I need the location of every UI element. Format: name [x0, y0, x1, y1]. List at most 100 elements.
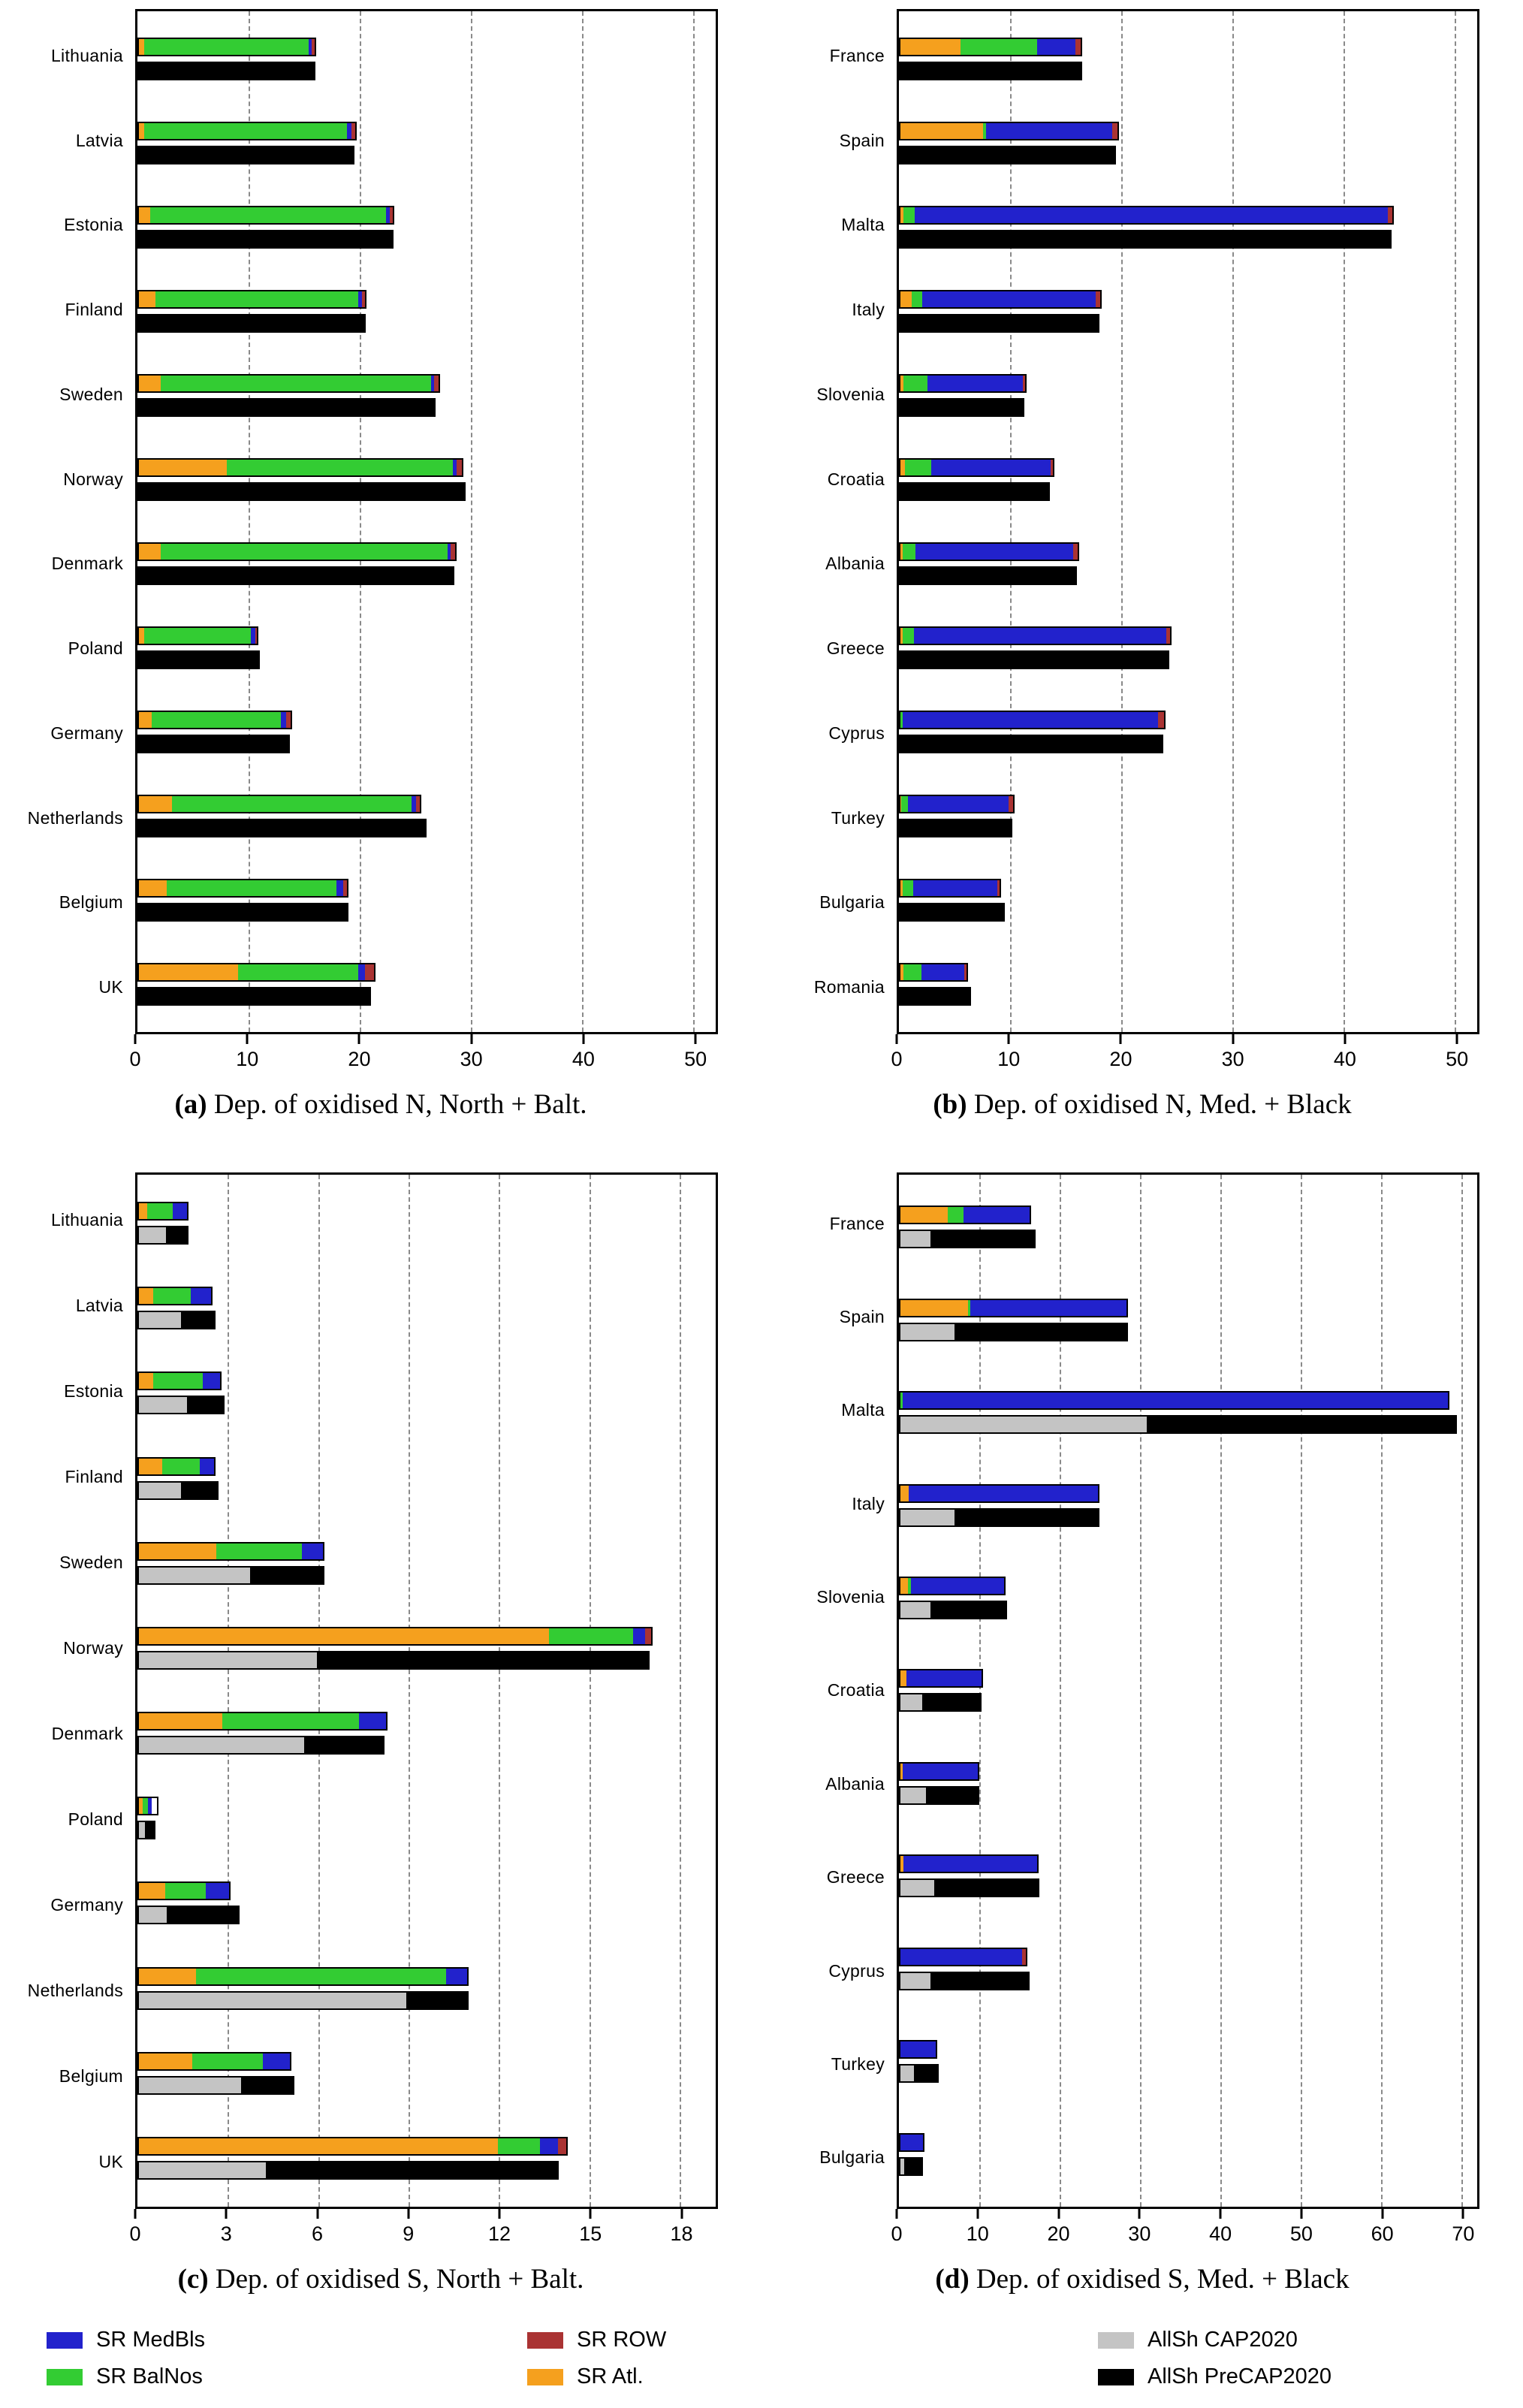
- bar-segment-row: [286, 711, 291, 728]
- legend-swatch-row: [527, 2331, 563, 2349]
- country-label: Netherlands: [27, 807, 123, 828]
- bar-segment-balnos: [142, 1798, 149, 1815]
- axis-tick-label: 40: [1209, 2222, 1232, 2245]
- bar-segment-balnos: [902, 627, 914, 644]
- allsh-precap2020-bar: [899, 650, 1169, 669]
- plot-area-d: [897, 1172, 1479, 2209]
- allsh-cap2020-bar: [900, 1323, 956, 1340]
- country-label: Germany: [50, 1894, 123, 1915]
- country-bar-row: [137, 186, 716, 270]
- axis-tick: [1344, 1034, 1347, 1044]
- country-label: Spain: [839, 1307, 885, 1327]
- bar-segment-row: [1073, 543, 1078, 560]
- bar-segment-atl: [139, 1883, 165, 1900]
- bar-segment-row: [1023, 376, 1026, 392]
- country-bar-row: [137, 1776, 716, 1860]
- country-bar-row: [899, 1181, 1477, 1273]
- allsh-precap2020-bar: [899, 1971, 1030, 1990]
- axis-tick: [1300, 2209, 1303, 2219]
- bar-segment-row: [644, 1628, 651, 1644]
- allsh-precap2020-bar: [137, 1226, 189, 1245]
- stacked-source-bar: [137, 1287, 213, 1306]
- bar-segment-row: [1095, 291, 1100, 308]
- stacked-source-bar: [899, 1577, 1006, 1596]
- axis-tick: [134, 2209, 137, 2219]
- bar-segment-row: [1009, 795, 1013, 812]
- axis-tick-label: 70: [1452, 2222, 1475, 2245]
- bar-segment-balnos: [222, 1713, 360, 1730]
- country-label: Finland: [65, 1466, 123, 1486]
- country-bar-row: [899, 522, 1477, 606]
- stacked-source-bar: [899, 1761, 979, 1781]
- stacked-source-bar: [137, 38, 317, 57]
- stacked-source-bar: [137, 626, 259, 645]
- stacked-source-bar: [899, 1947, 1028, 1966]
- axis-tick: [1119, 1034, 1122, 1044]
- country-bar-row: [899, 1737, 1477, 1830]
- allsh-precap2020-bar: [899, 1322, 1128, 1341]
- bar-segment-balnos: [149, 207, 387, 224]
- bar-segment-balnos: [902, 543, 916, 560]
- bar-segment-balnos: [164, 1883, 207, 1900]
- plot-area-c: [135, 1172, 718, 2209]
- stacked-source-bar: [899, 710, 1166, 729]
- axis-tick-label: 15: [579, 2222, 602, 2245]
- allsh-precap2020-bar: [137, 398, 436, 418]
- panel-d: France Spain Malta Italy Slovenia Croatia Alba…: [762, 1172, 1523, 2302]
- bar-segment-atl: [139, 1713, 222, 1730]
- country-bar-row: [899, 858, 1477, 942]
- bar-segment-medbls: [906, 1670, 982, 1687]
- allsh-precap2020-bar: [137, 314, 366, 333]
- allsh-precap2020-bar: [899, 986, 972, 1006]
- country-bar-row: [137, 1860, 716, 1945]
- bar-segment-balnos: [144, 627, 251, 644]
- allsh-precap2020-bar: [137, 986, 371, 1006]
- bar-segment-row: [1388, 207, 1392, 224]
- gridline: [471, 11, 473, 1032]
- bar-segment-medbls: [922, 291, 1096, 308]
- stacked-source-bar: [899, 1854, 1039, 1874]
- country-bar-row: [899, 1459, 1477, 1551]
- bar-segment-medbls: [250, 627, 255, 644]
- gridline: [979, 1175, 981, 2207]
- axis-tick: [680, 2209, 683, 2219]
- bar-segment-medbls: [908, 1485, 1099, 1501]
- caption-letter: (d): [935, 2264, 970, 2295]
- caption-text: Dep. of oxidised N, Med. + Black: [973, 1089, 1352, 1120]
- legend-label: AllSh CAP2020: [1148, 2328, 1298, 2352]
- allsh-precap2020-bar: [899, 2156, 924, 2176]
- allsh-precap2020-bar: [899, 566, 1077, 585]
- stacked-source-bar: [137, 458, 463, 478]
- country-label: Greece: [826, 1867, 885, 1887]
- allsh-cap2020-bar: [139, 1822, 147, 1839]
- allsh-cap2020-bar: [900, 2158, 906, 2174]
- bar-segment-medbls: [206, 1883, 230, 1900]
- bar-segment-medbls: [970, 1299, 1126, 1316]
- country-label: Sweden: [59, 384, 123, 404]
- axis-tick-label: 9: [403, 2222, 415, 2245]
- bar-segment-medbls: [927, 376, 1024, 392]
- stacked-source-bar: [899, 374, 1027, 394]
- country-label: UK: [98, 977, 123, 997]
- bar-segment-medbls: [308, 39, 312, 56]
- stacked-source-bar: [899, 962, 968, 982]
- country-bar-row: [899, 942, 1477, 1026]
- bar-segment-row: [416, 795, 420, 812]
- country-label: Spain: [839, 130, 885, 150]
- axis-tick: [498, 2209, 501, 2219]
- legend-swatch-medbls: [47, 2331, 83, 2349]
- stacked-source-bar: [137, 290, 367, 309]
- country-bar-row: [137, 1436, 716, 1521]
- bar-segment-medbls: [903, 1393, 1448, 1409]
- bar-segment-atl: [139, 207, 150, 224]
- country-bar-row: [137, 17, 716, 101]
- allsh-cap2020-bar: [139, 1482, 182, 1498]
- axis-tick-label: 12: [487, 2222, 511, 2245]
- country-bar-row: [137, 270, 716, 354]
- allsh-precap2020-bar: [137, 1736, 385, 1755]
- country-bar-row: [899, 2015, 1477, 2108]
- axis-tick-label: 10: [997, 1048, 1021, 1070]
- bar-segment-medbls: [199, 1458, 215, 1474]
- stacked-source-bar: [899, 794, 1015, 813]
- legend: SR MedBls SR BalNos SR ROW SR Atl. AllSh CAP…: [0, 2328, 1523, 2389]
